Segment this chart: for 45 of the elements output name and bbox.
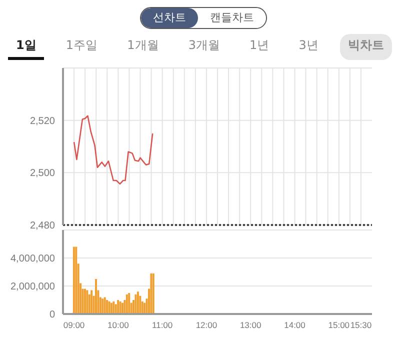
x-tick-label: 13:00 [240,320,262,330]
text: 캔들차트 [198,8,266,28]
bar [128,293,130,314]
y-tick-label: 2,000,000 [10,282,56,293]
bar [95,279,98,314]
x-tick-label: 15:00 [328,320,350,330]
text: 3개월 [187,37,221,54]
text: 1일 [8,34,44,60]
bar [72,246,75,314]
bar [119,301,122,314]
bar [90,290,93,314]
bar [152,273,154,314]
bar [102,298,104,314]
bar [88,294,90,314]
text: 1년 [248,37,270,54]
bar [150,273,152,314]
x-tick-label: 14:00 [284,320,306,330]
bar [139,296,142,314]
x-tick-label: 09:00 [63,320,85,330]
bar [136,292,139,314]
y-tick-label: 4,000,000 [10,254,56,265]
text: 빅차트 [340,34,392,60]
y-tick-label: 0 [49,310,56,321]
bar [104,297,106,314]
text: 선차트 [141,8,198,28]
bar [106,300,108,314]
bar [134,294,137,314]
bar [126,294,128,314]
bar [112,301,115,314]
bar [86,290,88,314]
x-tick-label: 11:00 [152,320,173,330]
bar [75,246,78,314]
y-tick-label: 2,520 [30,116,56,127]
bar [117,300,120,314]
text: 1주일 [64,37,99,54]
x-tick-label: 12:00 [196,320,218,330]
text: 3년 [298,37,320,54]
bar [114,304,117,314]
y-tick-label: 2,480 [30,220,56,232]
y-tick-label: 2,500 [30,168,56,180]
line-series [73,115,154,185]
x-tick-label: 10:00 [108,320,130,330]
bar [84,288,86,314]
x-tick-label: 15:30 [350,320,372,330]
text: 1개월 [126,37,160,54]
